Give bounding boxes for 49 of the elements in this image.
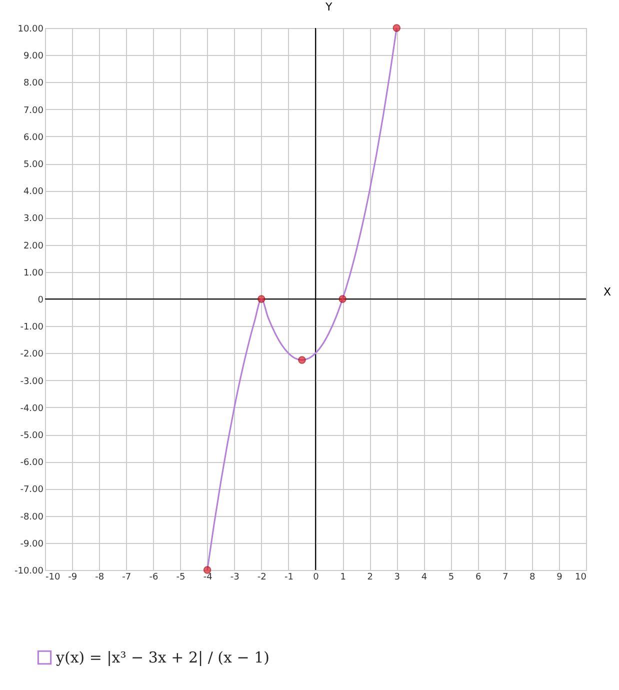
x-tick-label: -1 [284,572,294,582]
y-tick-label: 10.00 [18,24,44,34]
y-tick-label: -5.00 [20,431,44,441]
y-tick-label: -3.00 [20,376,44,387]
x-tick-label: 2 [367,572,373,582]
x-tick-label: 3 [394,572,400,582]
point [298,356,306,364]
x-tick-label: -8 [95,572,104,582]
point [392,24,401,32]
point [338,295,346,303]
y-tick-label: -1.00 [20,322,44,333]
x-tick-label: -6 [149,572,158,582]
x-tick-label: -10 [46,572,60,582]
y-tick-label: 9.00 [23,52,44,62]
y-tick-label: -10.00 [14,566,44,576]
x-tick-label: -3 [230,572,240,582]
y-tick-label: -2.00 [20,350,44,360]
y-tick-label: -9.00 [20,539,44,550]
legend-label: y(x) = |x³ − 3x + 2| / (x − 1) [55,648,270,666]
y-tick-label: 0 [38,296,44,306]
y-tick-label: 2.00 [23,241,44,252]
point [258,295,266,303]
x-tick-label: 1 [340,572,346,582]
x-tick-label: 4 [421,572,428,582]
x-tick-label: -5 [176,572,186,582]
y-tick-label: -4.00 [20,404,44,414]
x-tick-label: 10 [575,572,587,582]
x-tick-label: 0 [313,572,320,582]
x-tick-label: -2 [257,572,266,582]
x-tick-label: 8 [530,572,536,582]
y-tick-label: -7.00 [20,485,44,496]
y-tick-label: 6.00 [23,132,44,143]
x-axis-title: X [604,286,612,298]
x-tick-label: 7 [502,572,508,582]
y-tick-label: 4.00 [23,187,44,198]
x-tick-label: 9 [556,572,563,582]
x-tick-label: -9 [68,572,78,582]
y-tick-label: 3.00 [23,214,44,224]
y-tick-label: -8.00 [20,512,44,522]
y-tick-label: 8.00 [23,78,44,89]
x-tick-label: 5 [448,572,454,582]
y-axis-title: Y [324,0,332,14]
x-tick-label: -7 [122,572,132,582]
y-tick-label: 7.00 [23,106,44,116]
y-tick-label: 1.00 [23,268,44,278]
y-tick-label: -6.00 [20,458,44,468]
x-tick-label: 6 [475,572,482,582]
x-tick-label: -4 [203,572,213,582]
y-tick-label: 5.00 [23,160,44,170]
